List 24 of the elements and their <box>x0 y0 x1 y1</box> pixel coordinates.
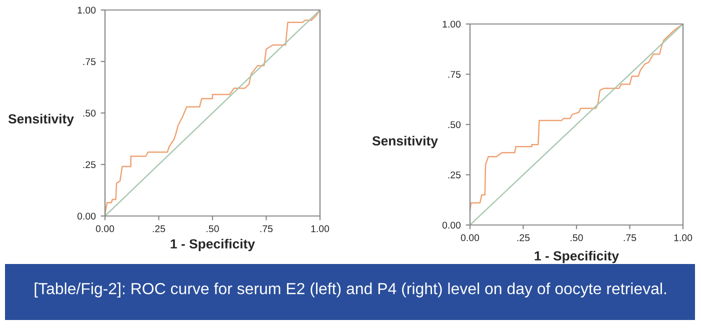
y-tick-label: .75 <box>83 58 96 66</box>
y-tick-label: .50 <box>83 110 96 117</box>
y-axis-title: Sensitivity <box>372 136 438 148</box>
x-axis-title: 1 - Specificity <box>534 250 619 264</box>
y-tick-label: 1.00 <box>78 6 96 14</box>
x-axis-title: 1 - Specificity <box>170 238 255 252</box>
x-tick-label: .25 <box>152 225 166 232</box>
y-tick-label: .50 <box>448 121 461 128</box>
x-tick-label: 0.00 <box>460 234 480 242</box>
y-tick-label: 1.00 <box>442 20 461 28</box>
y-tick-label: .25 <box>83 161 96 168</box>
x-tick-label: .75 <box>624 234 636 242</box>
x-tick-label: .25 <box>517 234 530 242</box>
x-tick-label: .50 <box>206 225 219 232</box>
x-tick-label: .50 <box>570 234 583 242</box>
x-tick-label: 0.00 <box>96 225 114 232</box>
y-tick-label: 0.00 <box>77 212 96 220</box>
y-axis-title: Sensitivity <box>8 114 74 126</box>
y-tick-label: .75 <box>448 71 461 78</box>
text: [Table/Fig-2]: ROC curve for serum E2 (left) and P4 (right) level on day of oocyte retrieval. <box>34 282 666 298</box>
x-tick-label: 1.00 <box>311 225 330 232</box>
y-tick-label: .25 <box>448 171 461 178</box>
x-tick-label: 1.00 <box>674 234 692 242</box>
x-tick-label: .75 <box>260 225 273 232</box>
